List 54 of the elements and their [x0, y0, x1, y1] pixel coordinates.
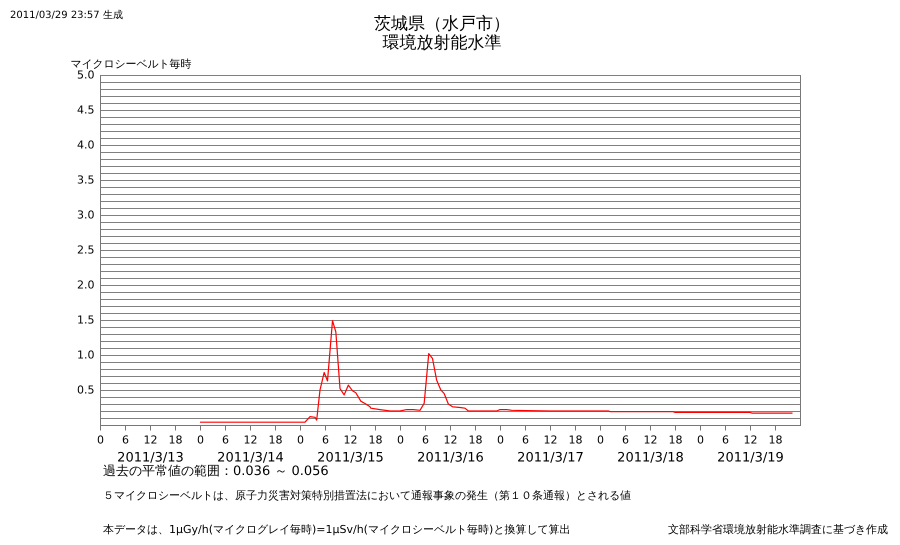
y-tick-label: 2.5 [77, 244, 94, 256]
y-tick-label: 0.5 [77, 384, 94, 396]
x-tick-label: 6 [322, 434, 329, 446]
y-tick-label: 3.5 [77, 174, 94, 186]
x-tick-label: 6 [422, 434, 429, 446]
x-tick-label: 12 [744, 434, 758, 446]
x-tick-label: 0 [597, 434, 604, 446]
y-tick-label: 4.0 [77, 138, 94, 152]
y-tick-label: 4.5 [77, 104, 94, 116]
x-tick-label: 12 [144, 434, 158, 446]
x2-tick-label: 2011/3/19 [717, 450, 784, 466]
text: 2011/03/29 23:57 生成 [10, 8, 123, 22]
x-tick-label: 12 [344, 434, 358, 446]
x2-tick-label: 2011/3/15 [317, 450, 384, 466]
x-tick-label: 18 [568, 434, 582, 446]
x-tick-label: 0 [397, 434, 404, 446]
x-tick-label: 18 [468, 434, 482, 446]
x-tick-label: 6 [722, 434, 729, 446]
x-tick-label: 0 [297, 434, 304, 446]
x-tick-label: 12 [444, 434, 458, 446]
y-tick-label: 1.0 [77, 348, 94, 362]
chart-title: 茨城県（水戸市） [374, 14, 510, 34]
x2-tick-label: 2011/3/18 [617, 450, 684, 466]
y-tick-label: 1.5 [77, 314, 94, 326]
x-tick-label: 6 [122, 434, 129, 446]
text: ５マイクロシーベルトは、原子力災害対策特別措置法において通報事象の発生（第１０条通報）とされる値 [103, 488, 631, 503]
x-tick-label: 6 [222, 434, 229, 446]
x2-tick-label: 2011/3/14 [217, 450, 284, 466]
x-tick-label: 18 [168, 434, 182, 446]
x-tick-label: 12 [644, 434, 658, 446]
x-tick-label: 18 [268, 434, 282, 446]
y-tick-label: 5.0 [77, 68, 94, 82]
x2-tick-label: 2011/3/13 [117, 450, 184, 466]
x-tick-label: 18 [368, 434, 382, 446]
x-tick-label: 18 [668, 434, 682, 446]
x2-tick-label: 2011/3/16 [417, 450, 484, 466]
text: 本データは、1μGy/h(マイクログレイ毎時)=1μSv/h(マイクロシーベルト毎時)と換算して算出 [103, 522, 570, 537]
line-series [199, 320, 794, 423]
x-tick-label: 0 [697, 434, 704, 446]
x-tick-label: 0 [497, 434, 504, 446]
y-tick-label: 3.0 [77, 208, 94, 222]
x-tick-label: 18 [768, 434, 782, 446]
x-tick-label: 0 [197, 434, 204, 446]
y-axis-title: マイクロシーベルト毎時 [70, 58, 192, 70]
x2-tick-label: 2011/3/17 [517, 450, 584, 466]
text: 過去の平常値の範囲：0.036 ～ 0.056 [103, 463, 329, 480]
chart-subtitle: 環境放射能水準 [382, 33, 502, 53]
x-tick-label: 6 [522, 434, 529, 446]
x-tick-label: 0 [97, 434, 104, 446]
text: 文部科学省環境放射能水準調査に基づき作成 [668, 522, 888, 537]
x-tick-label: 6 [622, 434, 629, 446]
x-tick-label: 12 [544, 434, 558, 446]
x-tick-label: 12 [244, 434, 258, 446]
y-tick-label: 2.0 [77, 278, 94, 292]
